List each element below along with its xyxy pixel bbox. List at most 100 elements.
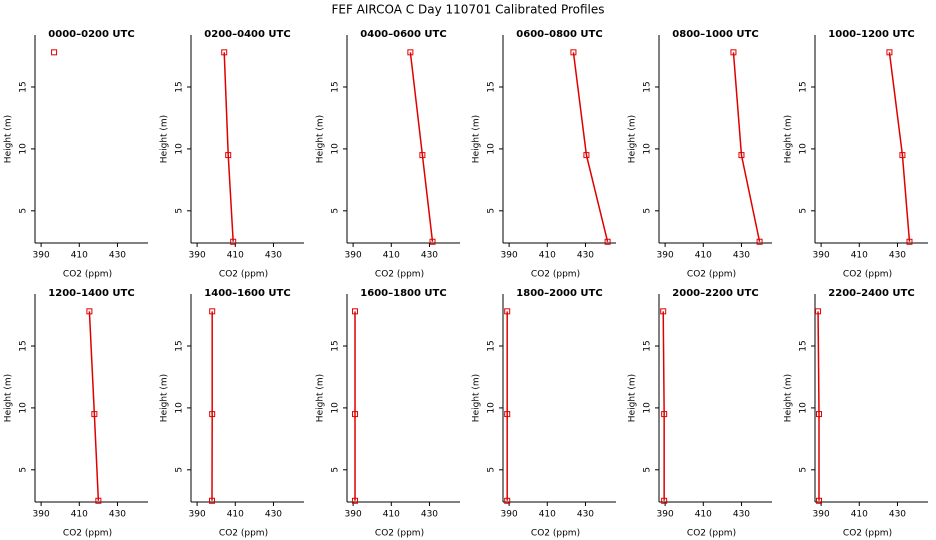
x-tick-label: 410 bbox=[227, 251, 244, 261]
profile-point bbox=[209, 308, 216, 315]
profile-point bbox=[225, 152, 232, 159]
profile-point bbox=[661, 411, 668, 418]
profile-line bbox=[223, 52, 234, 242]
x-tick-label: 430 bbox=[733, 510, 750, 520]
y-tick-label: 5 bbox=[19, 467, 29, 473]
y-tick-label: 5 bbox=[487, 208, 497, 214]
profile-point bbox=[230, 238, 237, 245]
y-tick-label: 10 bbox=[643, 143, 653, 155]
x-tick-label: 430 bbox=[265, 510, 282, 520]
y-tick-label: 15 bbox=[19, 81, 29, 92]
y-tick-label: 15 bbox=[643, 340, 653, 351]
y-tick-label: 15 bbox=[331, 340, 341, 351]
y-tick-label: 5 bbox=[799, 208, 809, 214]
y-tick-label: 5 bbox=[175, 208, 185, 214]
profile-line bbox=[88, 311, 100, 501]
x-axis-label: CO2 (ppm) bbox=[375, 529, 424, 539]
x-axis-label: CO2 (ppm) bbox=[843, 529, 892, 539]
x-tick-label: 430 bbox=[889, 251, 906, 261]
panel-title: 2000–2200 UTC bbox=[672, 288, 758, 299]
y-tick-label: 10 bbox=[175, 143, 185, 155]
x-axis-label: CO2 (ppm) bbox=[63, 270, 112, 280]
x-tick-label: 390 bbox=[189, 251, 206, 261]
x-tick-label: 410 bbox=[71, 510, 88, 520]
panel-title: 1600–1800 UTC bbox=[360, 288, 446, 299]
y-axis-label: Height (m) bbox=[160, 374, 170, 422]
x-tick-label: 410 bbox=[71, 251, 88, 261]
x-tick-label: 410 bbox=[851, 251, 868, 261]
x-axis-label: CO2 (ppm) bbox=[375, 270, 424, 280]
profile-point bbox=[429, 238, 436, 245]
x-tick-label: 430 bbox=[109, 510, 126, 520]
x-tick-label: 430 bbox=[109, 251, 126, 261]
x-tick-label: 390 bbox=[345, 251, 362, 261]
profile-point bbox=[504, 411, 511, 418]
profile-point bbox=[209, 411, 216, 418]
x-tick-label: 430 bbox=[421, 510, 438, 520]
y-axis-label: Height (m) bbox=[160, 115, 170, 163]
y-tick-label: 10 bbox=[643, 402, 653, 414]
panel-title: 0400–0600 UTC bbox=[360, 29, 446, 40]
profile-point bbox=[738, 152, 745, 159]
y-tick-label: 5 bbox=[487, 467, 497, 473]
profile-line bbox=[662, 311, 665, 501]
x-tick-label: 410 bbox=[695, 510, 712, 520]
x-tick-label: 430 bbox=[421, 251, 438, 261]
y-axis-label: Height (m) bbox=[472, 115, 482, 163]
profile-point bbox=[91, 411, 98, 418]
x-axis-label: CO2 (ppm) bbox=[63, 529, 112, 539]
x-tick-label: 430 bbox=[577, 251, 594, 261]
profile-point bbox=[815, 308, 822, 315]
panel-title: 0200–0400 UTC bbox=[204, 29, 290, 40]
x-tick-label: 390 bbox=[501, 251, 518, 261]
profile-point bbox=[660, 308, 667, 315]
x-tick-label: 430 bbox=[265, 251, 282, 261]
profile-line bbox=[732, 52, 761, 242]
profile-point bbox=[604, 238, 611, 245]
panel-title: 1200–1400 UTC bbox=[48, 288, 134, 299]
panel-title: 1800–2000 UTC bbox=[516, 288, 602, 299]
profile-point bbox=[51, 49, 58, 56]
x-tick-label: 410 bbox=[695, 251, 712, 261]
profile-point bbox=[95, 497, 102, 504]
x-tick-label: 410 bbox=[539, 510, 556, 520]
x-axis-label: CO2 (ppm) bbox=[687, 270, 736, 280]
panel-title: 2200–2400 UTC bbox=[828, 288, 914, 299]
profile-point bbox=[661, 497, 668, 504]
profile-line bbox=[572, 52, 609, 242]
panel-title: 0600–0800 UTC bbox=[516, 29, 602, 40]
x-tick-label: 430 bbox=[577, 510, 594, 520]
x-axis-label: CO2 (ppm) bbox=[219, 270, 268, 280]
profile-line bbox=[888, 52, 911, 242]
y-axis-label: Height (m) bbox=[316, 115, 326, 163]
panel-title: 1400–1600 UTC bbox=[204, 288, 290, 299]
y-tick-label: 15 bbox=[487, 81, 497, 92]
profile-point bbox=[570, 49, 577, 56]
profile-point bbox=[816, 411, 823, 418]
y-tick-label: 15 bbox=[643, 81, 653, 92]
profile-point bbox=[352, 308, 359, 315]
y-tick-label: 5 bbox=[643, 467, 653, 473]
y-axis-label: Height (m) bbox=[316, 374, 326, 422]
y-tick-label: 15 bbox=[799, 81, 809, 92]
y-axis-label: Height (m) bbox=[628, 374, 638, 422]
y-tick-label: 5 bbox=[19, 208, 29, 214]
y-axis-label: Height (m) bbox=[4, 374, 14, 422]
x-tick-label: 410 bbox=[383, 251, 400, 261]
y-tick-label: 10 bbox=[19, 402, 29, 414]
x-tick-label: 390 bbox=[501, 510, 518, 520]
y-tick-label: 10 bbox=[487, 402, 497, 414]
profile-point bbox=[86, 308, 93, 315]
profile-point bbox=[419, 152, 426, 159]
x-axis-label: CO2 (ppm) bbox=[531, 270, 580, 280]
profile-point bbox=[906, 238, 913, 245]
chart-title: FEF AIRCOA C Day 110701 Calibrated Profi… bbox=[331, 3, 604, 17]
x-tick-label: 410 bbox=[539, 251, 556, 261]
y-axis-label: Height (m) bbox=[4, 115, 14, 163]
panel-title: 1000–1200 UTC bbox=[828, 29, 914, 40]
x-tick-label: 390 bbox=[33, 251, 50, 261]
panel-title: 0800–1000 UTC bbox=[672, 29, 758, 40]
y-tick-label: 5 bbox=[175, 467, 185, 473]
x-tick-label: 410 bbox=[227, 510, 244, 520]
